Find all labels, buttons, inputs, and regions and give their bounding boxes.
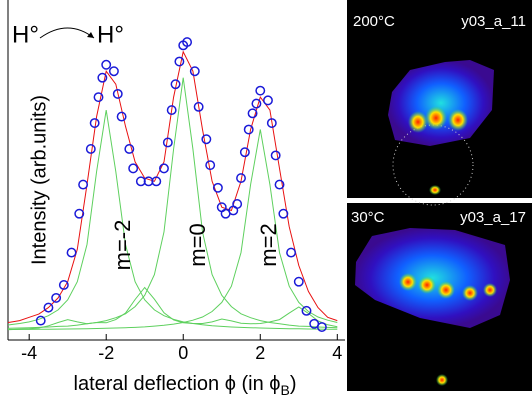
data-point <box>174 56 185 67</box>
data-point <box>159 163 169 174</box>
data-point <box>151 176 162 187</box>
x-axis-label-text: ) <box>290 373 297 395</box>
data-point <box>35 315 46 326</box>
plot-area <box>8 37 338 332</box>
data-point <box>251 98 262 109</box>
data-point <box>193 101 204 112</box>
data-point <box>278 208 289 219</box>
arrowhead <box>87 32 94 38</box>
x-axis-label: lateral deflection ϕ (in ϕB) <box>74 373 297 397</box>
data-point <box>128 163 139 174</box>
data-point <box>170 79 181 90</box>
data-point <box>97 72 108 83</box>
data-point <box>212 182 223 193</box>
data-point <box>205 160 216 171</box>
data-point <box>162 137 173 148</box>
annotation: m=-2 <box>110 220 135 271</box>
data-point <box>74 208 85 219</box>
component-curve <box>8 77 338 329</box>
component-curve <box>8 286 338 331</box>
data-point <box>89 118 100 128</box>
image-label: y03_a_11 <box>461 13 526 30</box>
data-point <box>286 247 297 258</box>
y-axis-label: Intensity (arb.units) <box>28 95 50 265</box>
data-point <box>166 105 177 116</box>
data-point <box>263 95 273 106</box>
data-point <box>85 144 96 154</box>
image-temperature: 30°C <box>351 209 385 226</box>
data-point <box>243 124 254 135</box>
component-curve <box>8 129 338 331</box>
data-point <box>66 247 77 258</box>
image-label: y03_a_17 <box>460 209 526 226</box>
data-point <box>51 292 62 303</box>
fit-curve <box>8 50 338 324</box>
data-point <box>293 276 304 287</box>
data-point <box>270 150 281 161</box>
data-point <box>189 66 200 77</box>
annotation: m=2 <box>256 223 281 266</box>
x-tick-label: 2 <box>255 343 265 363</box>
data-point <box>239 147 250 158</box>
annotation: H° <box>12 21 39 48</box>
data-point <box>232 199 243 209</box>
x-tick-label: -4 <box>21 343 37 363</box>
data-point <box>58 280 69 290</box>
data-point <box>301 305 312 316</box>
data-point <box>93 92 104 103</box>
data-point <box>101 59 112 70</box>
image-temperature: 200°C <box>353 13 395 30</box>
component-curve <box>8 110 338 330</box>
annotation: m=0 <box>185 223 210 266</box>
data-point <box>255 85 266 96</box>
x-tick-label: 4 <box>332 343 342 363</box>
x-axis-label-text: lateral deflection ϕ (in ϕ <box>74 373 281 395</box>
data-point <box>201 134 212 145</box>
data-point <box>78 179 89 190</box>
data-point <box>112 88 123 99</box>
heatmap <box>355 228 510 386</box>
x-tick-label: -2 <box>98 343 114 363</box>
data-point <box>43 302 54 313</box>
annotation: H° <box>97 21 124 48</box>
x-axis-label-sub: B <box>280 382 289 398</box>
data-point <box>274 179 285 190</box>
data-point <box>108 66 119 77</box>
data-point <box>116 111 127 122</box>
data-point <box>182 37 193 48</box>
data-point <box>247 108 258 119</box>
arrow <box>39 27 95 39</box>
data-point <box>124 144 135 154</box>
x-tick-label: 0 <box>178 343 188 363</box>
data-point <box>316 322 327 332</box>
heatmap <box>388 60 494 206</box>
data-point <box>266 118 277 128</box>
data-point <box>236 173 246 184</box>
